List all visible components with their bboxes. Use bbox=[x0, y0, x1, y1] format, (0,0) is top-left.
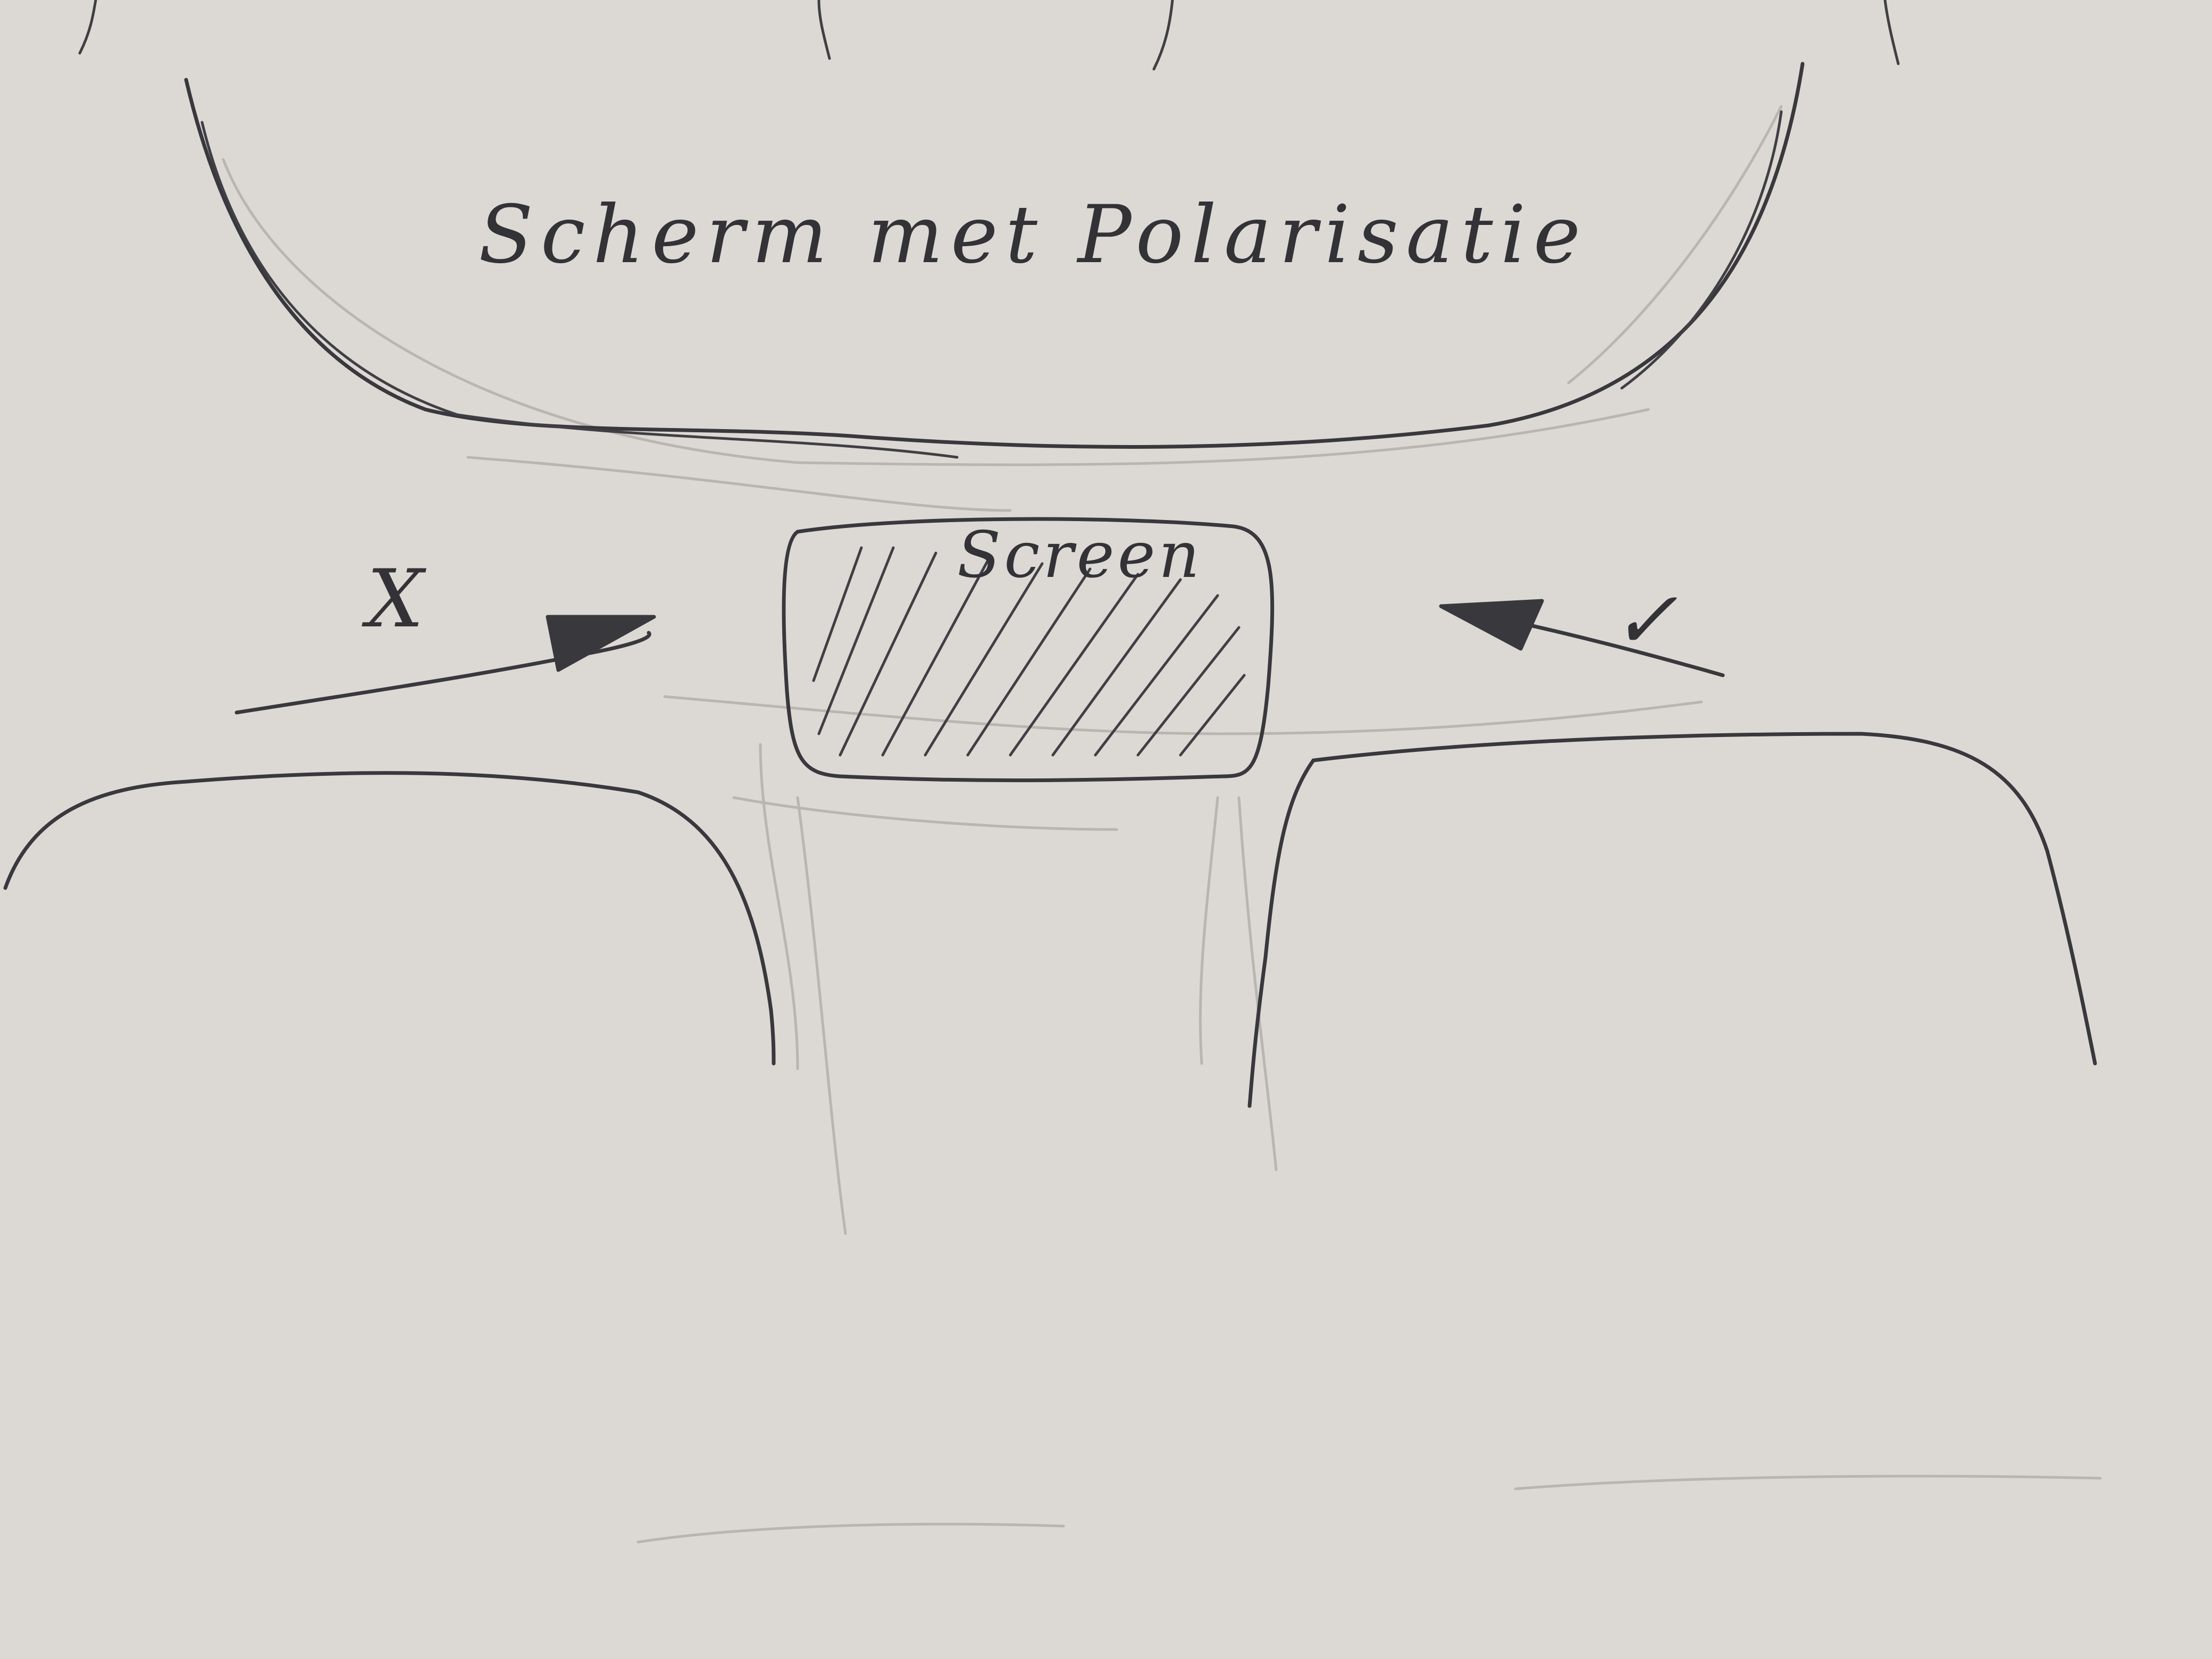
right-marker-check: ✓ bbox=[1611, 574, 1683, 667]
pencil-guides bbox=[222, 105, 2102, 1544]
polarised-screen-outline bbox=[184, 62, 1805, 459]
polarised-screen-label: Scherm met Polarisatie bbox=[479, 189, 1588, 281]
top-marks bbox=[78, 0, 1900, 71]
left-viewer-outline bbox=[3, 771, 776, 1066]
right-viewing-arrow bbox=[1439, 599, 1725, 677]
top-stroke-2 bbox=[817, 0, 831, 60]
top-stroke-1 bbox=[78, 0, 97, 55]
top-stroke-4 bbox=[1883, 0, 1900, 65]
right-viewer-outline bbox=[1247, 732, 2097, 1108]
screen-box bbox=[782, 517, 1275, 782]
screen-label: Screen bbox=[957, 518, 1203, 592]
left-marker-x: X bbox=[367, 553, 429, 646]
screen-hatching bbox=[812, 546, 1246, 757]
top-stroke-3 bbox=[1152, 0, 1174, 71]
left-viewing-arrow bbox=[234, 615, 656, 715]
